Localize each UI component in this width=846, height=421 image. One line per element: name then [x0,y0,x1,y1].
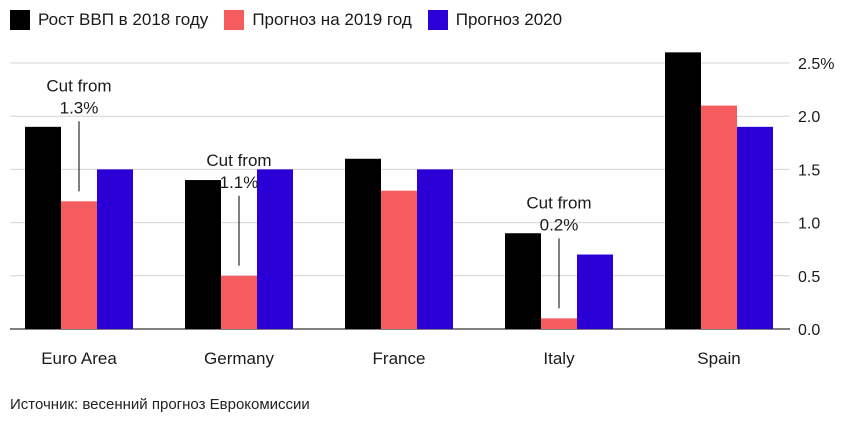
bar-france-s0 [345,158,381,329]
y-tick-label: 1.5 [798,162,820,179]
legend-swatch-2018 [10,10,30,30]
source-note: Источник: весенний прогноз Еврокомиссии [10,396,310,413]
x-tick-label-france: France [373,349,426,368]
annotation-line2-germany: 1.1% [220,173,259,192]
y-tick-label: 1.0 [798,216,820,233]
bar-italy-s1 [541,318,577,329]
bar-spain-s1 [701,105,737,329]
y-tick-label: 2.5% [798,56,834,73]
annotation-line2-euro-area: 1.3% [60,98,99,117]
legend-item-2018: Рост ВВП в 2018 году [10,10,208,30]
bar-euro-area-s2 [97,169,133,329]
legend-swatch-2019 [224,10,245,30]
legend-item-2020: Прогноз 2020 [427,10,563,30]
legend-label-2019: Прогноз на 2019 год [252,10,412,29]
legend-item-2019: Прогноз на 2019 год [224,10,412,30]
bar-italy-s2 [577,254,613,329]
bar-germany-s1 [221,275,257,329]
annotation-line1-italy: Cut from [526,193,591,212]
y-tick-label: 2.0 [798,109,820,126]
bar-france-s2 [417,169,453,329]
chart-legend: Рост ВВП в 2018 году Прогноз на 2019 год… [10,8,578,32]
bar-spain-s2 [737,126,773,329]
bar-germany-s2 [257,169,293,329]
y-tick-label: 0.0 [798,322,820,339]
x-axis-tick-labels: Euro Area Germany France Italy Spain [41,349,741,368]
annotations: Cut from 1.3% Cut from 1.1% Cut from 0.2% [46,76,592,309]
bar-italy-s0 [505,233,541,329]
y-tick-label: 0.5 [798,269,820,286]
bar-euro-area-s0 [25,126,61,329]
x-tick-label-germany: Germany [204,349,274,368]
y-axis-tick-labels: 0.0 0.5 1.0 1.5 2.0 2.5% [798,56,834,339]
bar-euro-area-s1 [61,201,97,329]
bar-france-s1 [381,190,417,329]
x-tick-label-spain: Spain [697,349,740,368]
bars [25,52,773,330]
annotation-line2-italy: 0.2% [540,215,579,234]
bar-spain-s0 [665,52,701,330]
legend-label-2018: Рост ВВП в 2018 году [38,10,209,29]
x-tick-label-euro-area: Euro Area [41,349,117,368]
x-tick-label-italy: Italy [543,349,575,368]
legend-label-2020: Прогноз 2020 [455,10,563,29]
legend-swatch-2020 [427,10,448,30]
annotation-line1-germany: Cut from [206,151,271,170]
bar-germany-s0 [185,180,221,329]
annotation-line1-euro-area: Cut from [46,76,111,95]
